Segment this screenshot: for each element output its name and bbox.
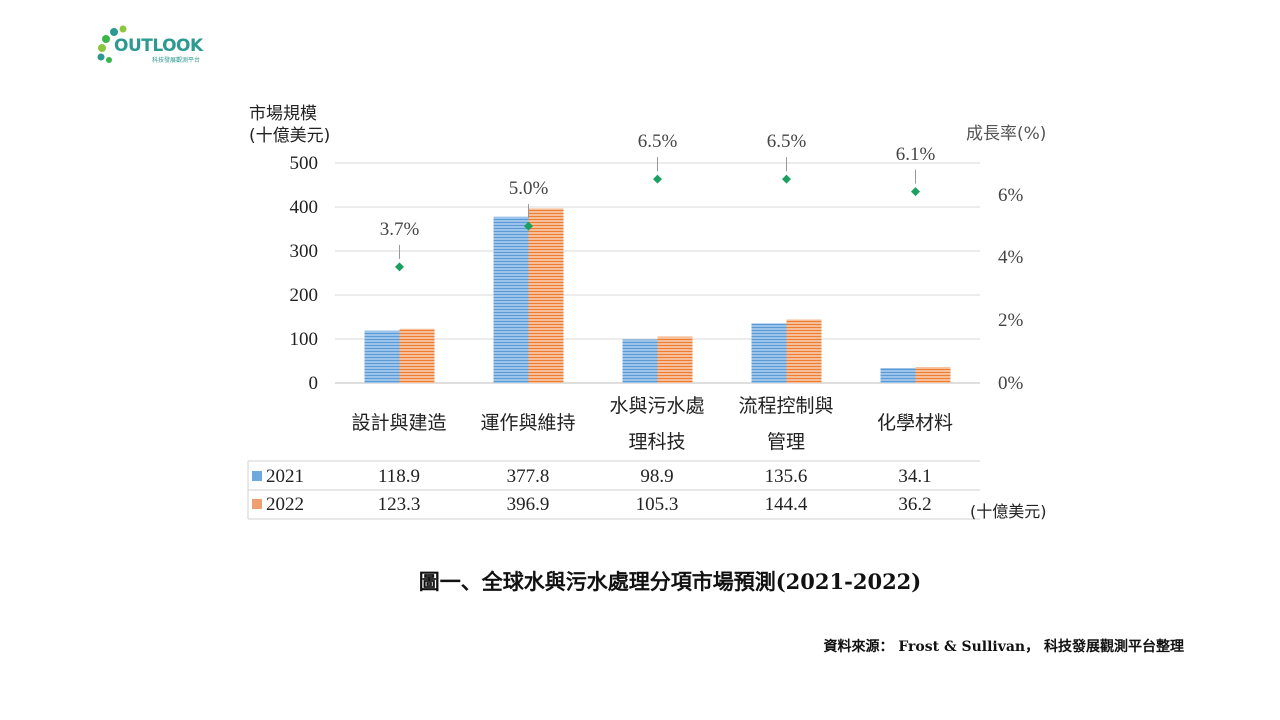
bar-2022 (915, 367, 951, 383)
bar-2021 (751, 323, 787, 383)
right-tick-label: 2% (998, 310, 1024, 331)
bar-2021 (880, 367, 916, 383)
logo-subtitle: 科技發展觀測平台 (152, 57, 201, 64)
table-value-2021: 377.8 (506, 466, 550, 487)
bar-2021 (364, 330, 400, 383)
source-note: 資料來源： Frost & Sullivan， 科技發展觀測平台整理 (823, 639, 1184, 655)
category-line: 化學材料 (876, 412, 953, 434)
category-line: 管理 (766, 431, 805, 453)
legend-2021: 2021 (252, 466, 342, 488)
legend-swatch-2021 (252, 470, 262, 481)
right-tick-label: 6% (998, 185, 1024, 206)
growth-marker (653, 174, 662, 184)
growth-label: 5.0% (508, 178, 549, 200)
legend-2022: 2022 (252, 494, 342, 516)
left-tick-label: 0 (308, 373, 319, 394)
left-tick-label: 100 (289, 329, 319, 350)
left-tick-label: 500 (289, 153, 319, 174)
growth-label: 3.7% (379, 218, 420, 240)
growth-marker (911, 187, 920, 197)
growth-marker (782, 174, 791, 184)
category-line: 運作與維持 (480, 412, 576, 434)
table-value-2021: 135.6 (764, 466, 808, 487)
growth-label: 6.1% (895, 143, 936, 165)
table-value-2021: 118.9 (377, 466, 421, 487)
category-line: 設計與建造 (351, 412, 447, 434)
outlook-logo: OUTLOOK 科技發展觀測平台 (94, 22, 214, 66)
logo-dots-icon (97, 25, 127, 63)
category-label: 運作與維持 (466, 405, 590, 441)
bar-2021 (622, 339, 658, 383)
right-tick-label: 4% (998, 247, 1024, 268)
category-line: 理科技 (628, 431, 686, 453)
category-label: 水與污水處 理科技 (595, 388, 719, 460)
category-label: 化學材料 (853, 405, 977, 441)
bar-2021 (493, 216, 529, 383)
table-value-2022: 396.9 (506, 494, 550, 515)
bar-2022 (657, 336, 693, 383)
table-value-2022: 36.2 (898, 494, 932, 515)
table-value-2021: 34.1 (898, 466, 932, 487)
category-line: 流程控制與 (738, 395, 834, 417)
category-line: 水與污水處 (609, 395, 705, 417)
category-label: 流程控制與 管理 (724, 388, 848, 460)
table-value-2022: 123.3 (377, 494, 421, 515)
left-axis-title-line1: 市場規模 (249, 104, 317, 124)
table-unit: (十億美元) (970, 502, 1047, 521)
table-value-2022: 105.3 (635, 494, 679, 515)
figure-caption: 圖一、全球水與污水處理分項市場預測(2021-2022) (418, 569, 922, 594)
legend-label: 2022 (266, 494, 304, 515)
bar-2022 (786, 319, 822, 383)
table-value-2021: 98.9 (640, 466, 674, 487)
right-tick-label: 0% (998, 373, 1024, 394)
category-label: 設計與建造 (337, 405, 461, 441)
logo-text: OUTLOOK (114, 36, 203, 56)
growth-label: 6.5% (766, 131, 807, 153)
left-tick-label: 200 (289, 285, 319, 306)
legend-swatch-2022 (252, 498, 262, 509)
left-axis-title-line2: (十億美元) (249, 126, 331, 146)
legend-label: 2021 (266, 466, 304, 487)
bar-2022 (528, 208, 564, 383)
left-axis-title: 市場規模 (十億美元) (249, 103, 330, 147)
right-axis-title: 成長率(%) (966, 124, 1047, 144)
table-value-2022: 144.4 (764, 494, 808, 515)
bar-2022 (399, 328, 435, 383)
growth-label: 6.5% (637, 131, 678, 153)
left-tick-label: 300 (289, 241, 319, 262)
growth-marker (395, 262, 404, 272)
growth-marker (524, 221, 533, 231)
left-tick-label: 400 (289, 197, 319, 218)
